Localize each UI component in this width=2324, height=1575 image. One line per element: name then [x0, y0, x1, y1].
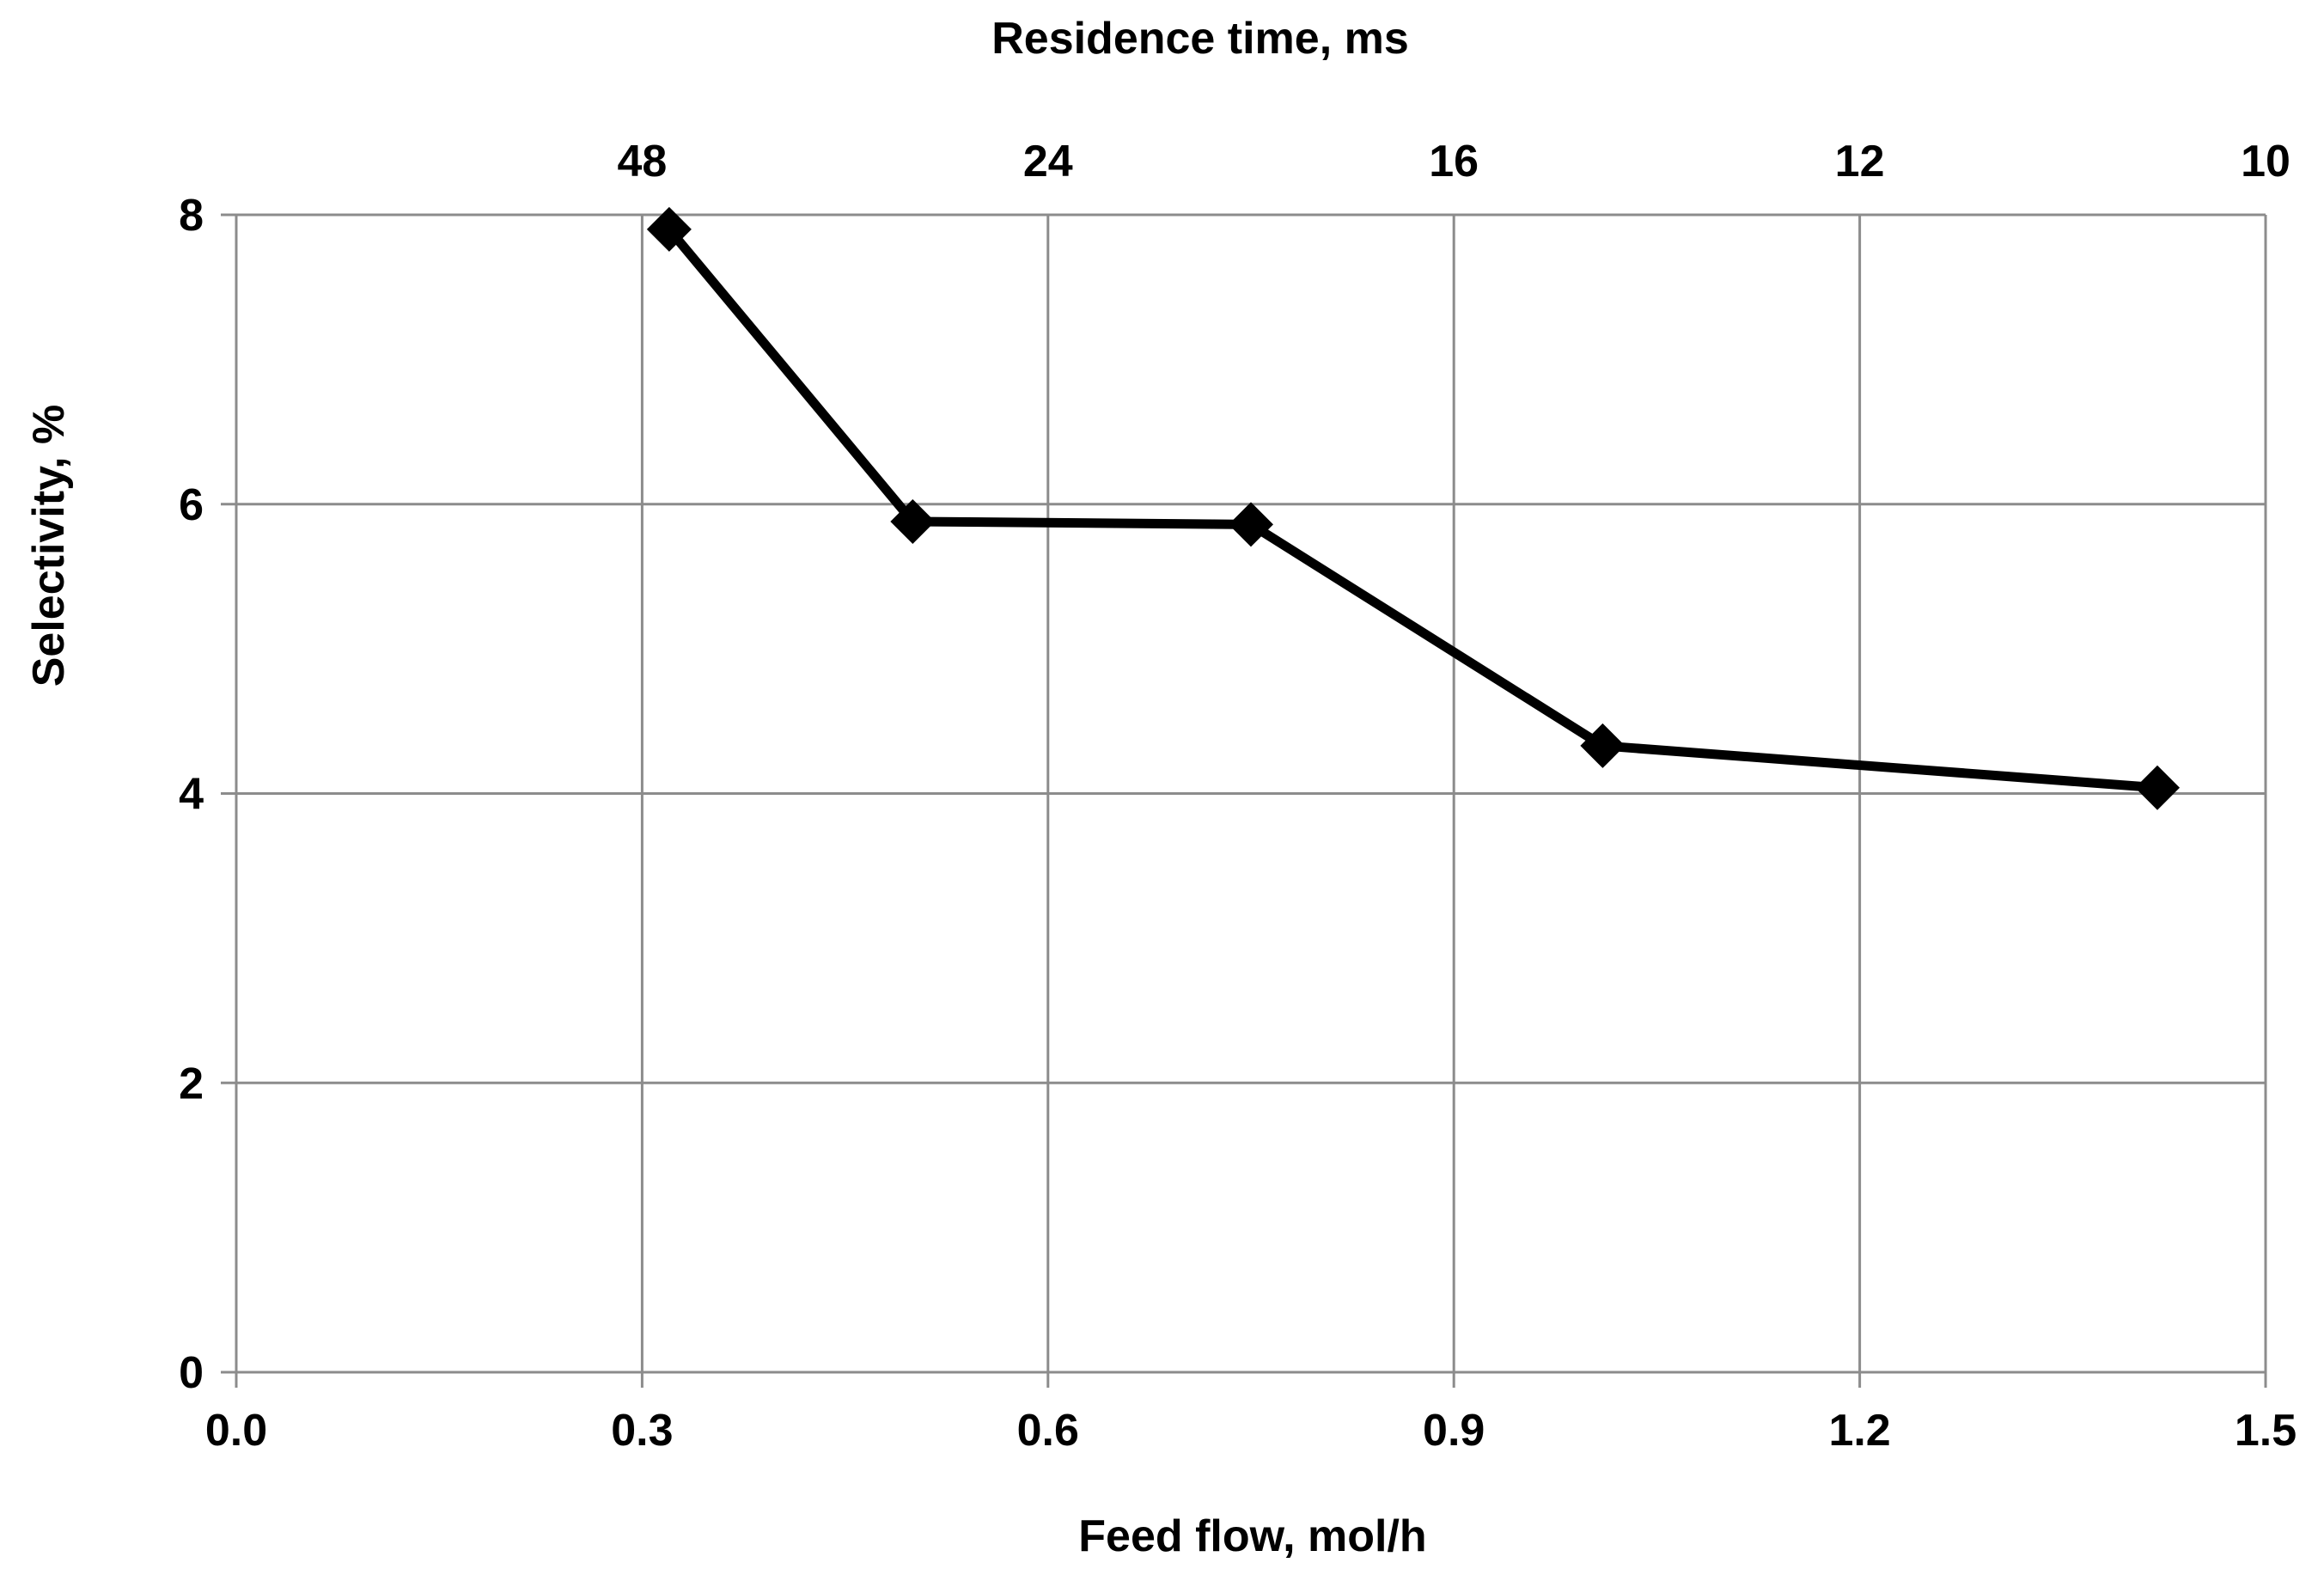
secondary-x-tick-label: 10 — [2241, 137, 2290, 186]
x-tick-label: 1.2 — [1828, 1406, 1890, 1456]
x-tick-label: 1.5 — [2235, 1406, 2297, 1456]
x-tick-label: 0.0 — [205, 1406, 267, 1456]
y-tick-label: 4 — [179, 770, 204, 820]
y-axis-title: Selectivity, % — [24, 405, 74, 687]
grid-lines — [236, 213, 2267, 1372]
series-line — [665, 226, 2158, 793]
data-point-marker — [1229, 502, 1273, 547]
secondary-x-tick-label: 16 — [1429, 137, 1479, 186]
x-tick-label: 0.3 — [611, 1406, 673, 1456]
secondary-x-axis-title: Residence time, ms — [991, 14, 1409, 64]
x-tick-label: 0.6 — [1017, 1406, 1079, 1456]
secondary-x-tick-label: 48 — [617, 137, 667, 186]
data-point-marker — [890, 498, 936, 544]
y-tick-label: 0 — [179, 1348, 204, 1398]
data-point-marker — [1580, 723, 1626, 768]
y-tick-label: 2 — [179, 1059, 204, 1108]
y-tick-label: 8 — [179, 191, 204, 241]
x-tick-label: 0.9 — [1423, 1406, 1485, 1456]
x-axis-title: Feed flow, mol/h — [1078, 1511, 1426, 1561]
data-series — [646, 206, 2181, 810]
y-tick-label: 6 — [179, 480, 204, 530]
data-point-marker — [2135, 765, 2181, 810]
data-point-marker — [646, 206, 692, 252]
axes — [221, 213, 2267, 1388]
secondary-x-tick-label: 24 — [1023, 137, 1073, 186]
secondary-x-tick-label: 12 — [1835, 137, 1885, 186]
